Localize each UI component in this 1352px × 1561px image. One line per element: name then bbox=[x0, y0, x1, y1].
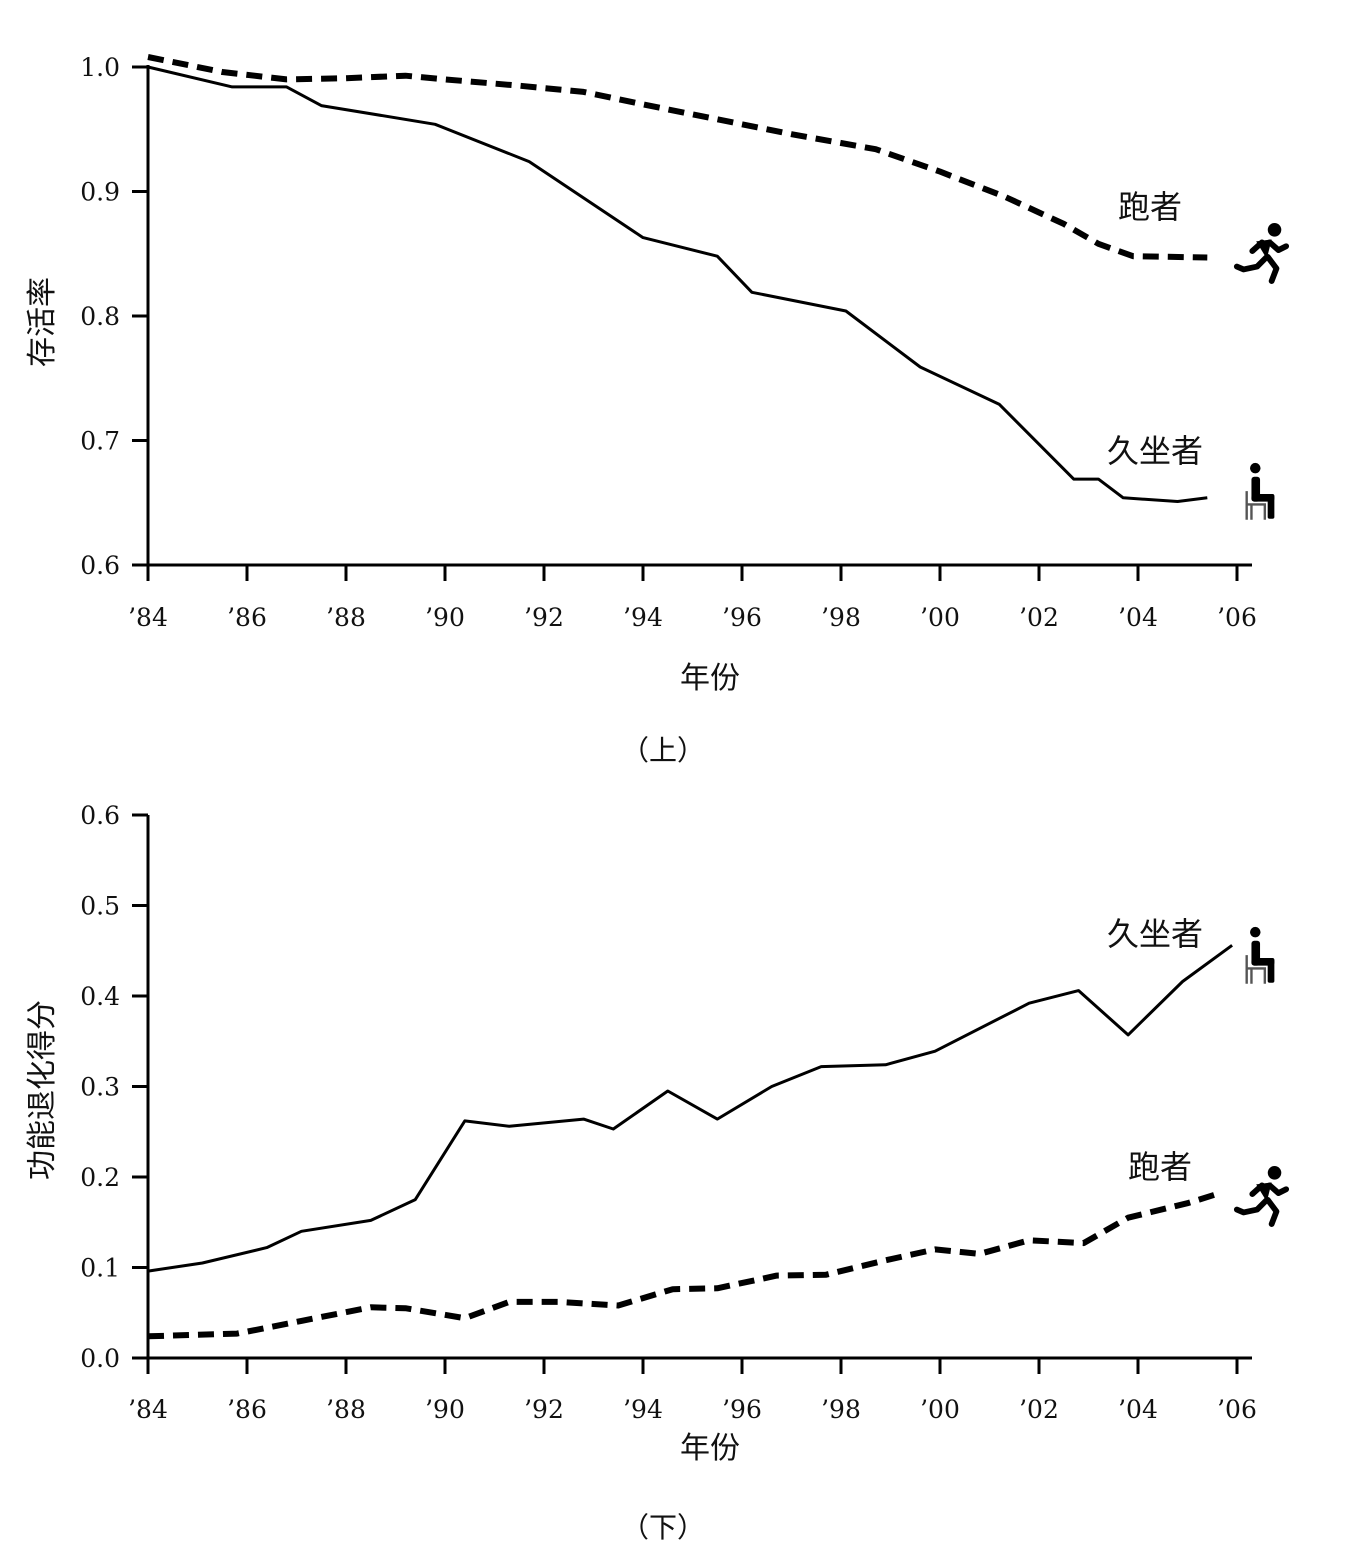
survival-chart: 0.6 0.7 0.8 0.9 1.0 ’84 ’86 ’88 ’90 ’92 ’94 ’96 ’98… bbox=[25, 53, 1286, 767]
y-axis-title: 存活率 bbox=[25, 277, 60, 367]
x-tick-label: ’90 bbox=[425, 1395, 465, 1424]
x-tick-label: ’84 bbox=[128, 603, 168, 632]
panel-caption: （上） bbox=[621, 734, 705, 767]
y-tick-label: 0.8 bbox=[80, 302, 120, 331]
x-tick-label: ’04 bbox=[1118, 603, 1158, 632]
decline-chart: 0.0 0.1 0.2 0.3 0.4 0.5 0.6 ’84 ’86 ’88 ’90 ’92 ’94… bbox=[25, 801, 1286, 1544]
series-label-runner: 跑者 bbox=[1118, 188, 1182, 226]
x-tick-label: ’92 bbox=[524, 603, 564, 632]
series-label-sedentary: 久坐者 bbox=[1107, 432, 1203, 470]
runner-series-line bbox=[147, 54, 1208, 261]
series-label-runner: 跑者 bbox=[1128, 1148, 1192, 1186]
y-tick-label: 0.2 bbox=[80, 1163, 120, 1192]
y-tick-label: 0.5 bbox=[80, 892, 120, 921]
x-tick-label: ’86 bbox=[227, 603, 267, 632]
x-tick-label: ’94 bbox=[623, 1395, 663, 1424]
y-tick-label: 0.0 bbox=[80, 1344, 120, 1373]
y-tick-label: 0.4 bbox=[80, 982, 120, 1011]
runner-icon bbox=[1237, 223, 1286, 281]
sedentary-series-line bbox=[147, 65, 1208, 503]
y-tick-label: 0.7 bbox=[80, 427, 120, 456]
x-tick-label: ’98 bbox=[821, 1395, 861, 1424]
x-tick-label: ’02 bbox=[1019, 1395, 1059, 1424]
runner-series-line bbox=[147, 1189, 1224, 1340]
x-tick-label: ’06 bbox=[1217, 603, 1257, 632]
sitting-person-icon bbox=[1245, 462, 1276, 521]
y-tick-label: 0.6 bbox=[80, 801, 120, 830]
y-tick-label: 1.0 bbox=[80, 53, 120, 82]
panel-caption: （下） bbox=[621, 1511, 705, 1544]
x-tick-label: ’88 bbox=[326, 1395, 366, 1424]
series-label-sedentary: 久坐者 bbox=[1107, 915, 1203, 953]
x-tick-label: ’98 bbox=[821, 603, 861, 632]
y-tick-label: 0.3 bbox=[80, 1073, 120, 1102]
x-tick-label: ’06 bbox=[1217, 1395, 1257, 1424]
runner-icon bbox=[1237, 1166, 1286, 1224]
y-tick-label: 0.1 bbox=[80, 1254, 120, 1283]
x-tick-label: ’96 bbox=[722, 1395, 762, 1424]
x-axis-title: 年份 bbox=[680, 661, 740, 696]
x-tick-label: ’84 bbox=[128, 1395, 168, 1424]
x-tick-label: ’94 bbox=[623, 603, 663, 632]
x-tick-label: ’86 bbox=[227, 1395, 267, 1424]
x-tick-label: ’92 bbox=[524, 1395, 564, 1424]
x-tick-label: ’00 bbox=[920, 1395, 960, 1424]
y-axis-title: 功能退化得分 bbox=[25, 1000, 60, 1180]
x-tick-label: ’00 bbox=[920, 603, 960, 632]
x-tick-label: ’90 bbox=[425, 603, 465, 632]
x-tick-label: ’04 bbox=[1118, 1395, 1158, 1424]
y-tick-label: 0.6 bbox=[80, 551, 120, 580]
sedentary-series-line bbox=[147, 944, 1233, 1273]
x-tick-label: ’88 bbox=[326, 603, 366, 632]
x-tick-label: ’02 bbox=[1019, 603, 1059, 632]
x-axis-title: 年份 bbox=[680, 1431, 740, 1466]
x-tick-label: ’96 bbox=[722, 603, 762, 632]
y-tick-label: 0.9 bbox=[80, 178, 120, 207]
sitting-person-icon bbox=[1245, 926, 1276, 985]
